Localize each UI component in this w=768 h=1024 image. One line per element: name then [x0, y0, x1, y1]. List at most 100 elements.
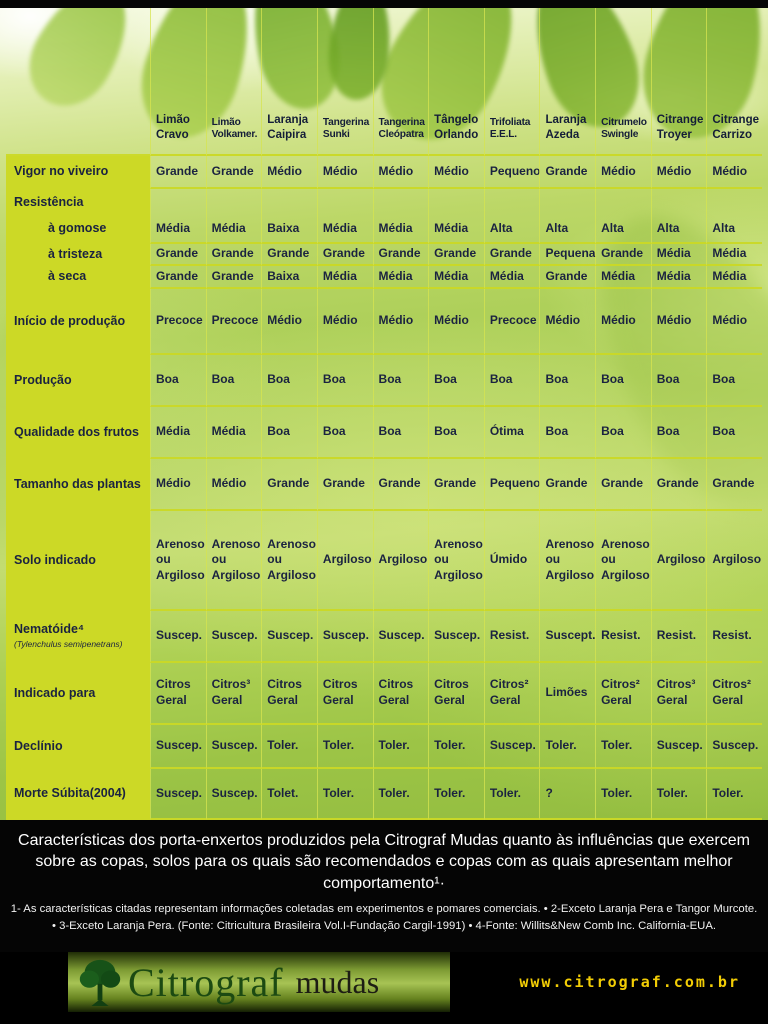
- cell-a-gomose-6: Alta: [483, 215, 540, 244]
- cell-solo-indicado-6: Úmido: [483, 511, 540, 611]
- cell-a-gomose-0: Média: [150, 215, 206, 244]
- cell-a-gomose-2: Baixa: [261, 215, 317, 244]
- cell-declinio-8: Toler.: [595, 725, 651, 769]
- cell-qualidade-dos-frutos-5: Boa: [428, 407, 484, 459]
- cell-producao-3: Boa: [316, 355, 373, 407]
- cell-a-tristeza-5: Grande: [428, 244, 484, 266]
- column-header-line: Swingle: [601, 129, 639, 141]
- cell-a-seca-1: Grande: [205, 266, 262, 289]
- cell-vigor-no-viveiro-2: Médio: [261, 156, 317, 189]
- cell-tamanho-das-plantas-6: Pequeno: [483, 459, 540, 511]
- cell-declinio-2: Toler.: [261, 725, 317, 769]
- cell-nematoide-6: Resist.: [483, 611, 540, 663]
- row-label-text: Vigor no viveiro: [14, 164, 109, 178]
- column-header-line: Laranja: [267, 114, 309, 127]
- column-header-limao-volkamer: Limão Volkamer.: [205, 8, 262, 156]
- cell-indicado-para-0: Citros Geral: [150, 663, 206, 725]
- cell-producao-1: Boa: [205, 355, 262, 407]
- cell-a-seca-2: Baixa: [261, 266, 317, 289]
- cell-inicio-de-producao-3: Médio: [316, 289, 373, 355]
- cell-declinio-9: Suscep.: [650, 725, 707, 769]
- column-header-tangerina-sunki: Tangerina Sunki: [316, 8, 373, 156]
- cell-a-seca-5: Média: [428, 266, 484, 289]
- cell-a-gomose-3: Média: [316, 215, 373, 244]
- cell-resistencia-6: [483, 189, 540, 215]
- cell-declinio-10: Suscep.: [706, 725, 762, 769]
- cell-inicio-de-producao-6: Precoce: [483, 289, 540, 355]
- row-label-producao: Produção: [6, 355, 150, 407]
- cell-resistencia-9: [650, 189, 707, 215]
- column-header-line: Caipira: [267, 128, 307, 141]
- cell-indicado-para-2: Citros Geral: [261, 663, 317, 725]
- cell-morte-subita-2004-0: Suscep.: [150, 769, 206, 820]
- column-header-line: Laranja: [545, 114, 587, 127]
- cell-nematoide-8: Resist.: [595, 611, 651, 663]
- cell-nematoide-4: Suscep.: [372, 611, 429, 663]
- row-label-morte-subita-2004: Morte Súbita(2004): [6, 769, 150, 820]
- row-label-text: Morte Súbita(2004): [14, 786, 126, 800]
- cell-a-gomose-5: Média: [428, 215, 484, 244]
- cell-nematoide-1: Suscep.: [205, 611, 262, 663]
- column-header-laranja-caipira: Laranja Caipira: [261, 8, 317, 156]
- cell-producao-6: Boa: [483, 355, 540, 407]
- row-sublabel: (Tylenchulus semipenetrans): [14, 639, 123, 650]
- row-label-text: Solo indicado: [14, 552, 96, 567]
- cell-qualidade-dos-frutos-8: Boa: [595, 407, 651, 459]
- cell-a-tristeza-6: Grande: [483, 244, 540, 266]
- cell-nematoide-7: Suscept.: [539, 611, 595, 663]
- cell-nematoide-3: Suscep.: [316, 611, 373, 663]
- bottom-border-bar: [0, 1012, 768, 1024]
- cell-indicado-para-9: Citros³ Geral: [650, 663, 707, 725]
- cell-nematoide-0: Suscep.: [150, 611, 206, 663]
- cell-qualidade-dos-frutos-6: Ótima: [483, 407, 540, 459]
- cell-vigor-no-viveiro-0: Grande: [150, 156, 206, 189]
- cell-inicio-de-producao-7: Médio: [539, 289, 596, 355]
- header-spacer-cell: [6, 8, 150, 156]
- column-header-tangelo-orlando: Tângelo Orlando: [428, 8, 484, 156]
- cell-a-tristeza-0: Grande: [150, 244, 206, 266]
- column-header-line: Cravo: [156, 128, 189, 141]
- cell-indicado-para-4: Citros Geral: [372, 663, 429, 725]
- column-header-line: Tangerina: [322, 116, 370, 128]
- row-label-a-tristeza: à tristeza: [6, 244, 150, 266]
- cell-qualidade-dos-frutos-7: Boa: [539, 407, 596, 459]
- column-header-line: Orlando: [434, 128, 479, 141]
- cell-solo-indicado-5: Arenoso ou Argiloso: [428, 511, 484, 611]
- row-label-text: Declínio: [14, 738, 63, 753]
- cell-a-tristeza-1: Grande: [205, 244, 262, 266]
- column-header-trifoliata-e-e-l: Trifoliata E.E.L.: [483, 8, 540, 156]
- cell-declinio-6: Suscep.: [483, 725, 540, 769]
- row-label-declinio: Declínio: [6, 725, 150, 769]
- cell-vigor-no-viveiro-9: Médio: [650, 156, 707, 189]
- row-label-text: Tamanho das plantas: [14, 476, 141, 491]
- cell-producao-4: Boa: [372, 355, 429, 407]
- cell-a-tristeza-4: Grande: [372, 244, 429, 266]
- cell-a-gomose-1: Média: [205, 215, 262, 244]
- cell-inicio-de-producao-4: Médio: [372, 289, 429, 355]
- cell-a-seca-3: Média: [316, 266, 373, 289]
- cell-vigor-no-viveiro-10: Médio: [706, 156, 762, 189]
- logo-band: Citrograf mudas www.citrograf.com.br: [0, 952, 768, 1012]
- cell-indicado-para-6: Citros² Geral: [483, 663, 540, 725]
- row-label-text: Resistência: [14, 194, 84, 209]
- top-border-bar: [0, 0, 768, 8]
- cell-vigor-no-viveiro-1: Grande: [205, 156, 262, 189]
- row-label-tamanho-das-plantas: Tamanho das plantas: [6, 459, 150, 511]
- brand-name: Citrograf: [128, 959, 284, 1005]
- cell-morte-subita-2004-7: ?: [539, 769, 596, 820]
- cell-resistencia-7: [539, 189, 595, 215]
- cell-qualidade-dos-frutos-4: Boa: [372, 407, 429, 459]
- column-header-limao-cravo: Limão Cravo: [150, 8, 206, 156]
- column-header-line: Azeda: [545, 128, 580, 141]
- cell-morte-subita-2004-4: Toler.: [372, 769, 429, 820]
- cell-tamanho-das-plantas-10: Grande: [706, 459, 762, 511]
- cell-resistencia-1: [205, 189, 262, 215]
- cell-tamanho-das-plantas-1: Médio: [205, 459, 262, 511]
- row-label-text: Indicado para: [14, 685, 96, 700]
- cell-solo-indicado-2: Arenoso ou Argiloso: [261, 511, 317, 611]
- cell-inicio-de-producao-9: Médio: [650, 289, 707, 355]
- cell-a-gomose-10: Alta: [706, 215, 762, 244]
- cell-indicado-para-8: Citros² Geral: [595, 663, 651, 725]
- cell-producao-0: Boa: [150, 355, 206, 407]
- column-header-line: Limão: [211, 116, 241, 128]
